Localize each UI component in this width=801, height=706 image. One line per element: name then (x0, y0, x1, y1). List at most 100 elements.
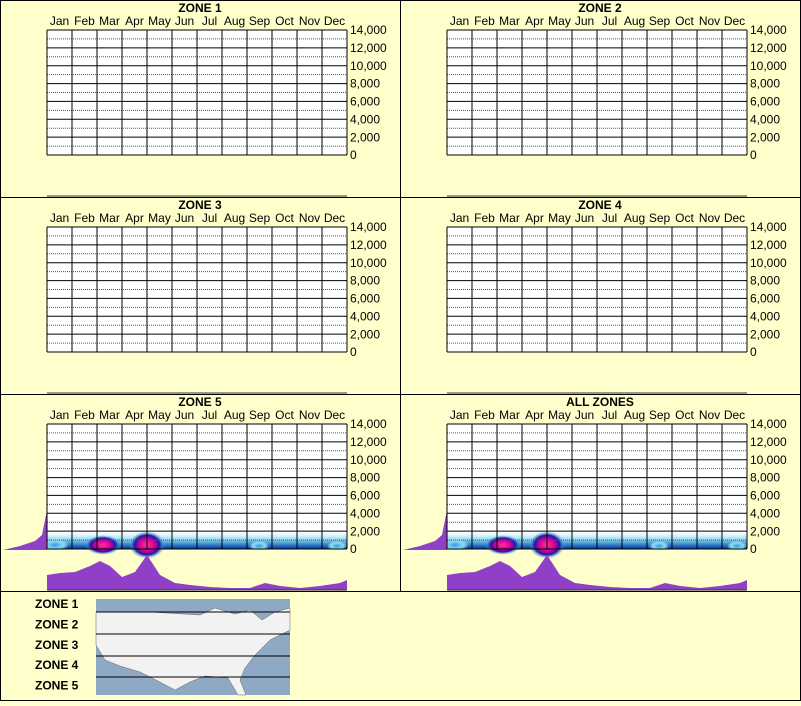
x-tick-label: Jan (50, 211, 69, 225)
x-tick-label: Jun (175, 211, 194, 225)
x-tick-label: Jun (175, 14, 194, 28)
y-tick-label: 14,000 (350, 23, 387, 37)
y-tick-label: 14,000 (750, 23, 787, 37)
x-tick-label: Jan (450, 211, 469, 225)
x-tick-label: Apr (125, 14, 144, 28)
y-tick-label: 8,000 (750, 77, 780, 91)
y-tick-label: 0 (350, 148, 357, 162)
x-tick-label: Jun (575, 211, 594, 225)
y-tick-label: 4,000 (350, 112, 380, 126)
y-tick-label: 6,000 (350, 95, 380, 109)
x-tick-label: Feb (474, 211, 495, 225)
density-spot (485, 535, 521, 555)
density-spot (441, 539, 469, 551)
x-tick-label: Jul (602, 14, 617, 28)
y-tick-label: 4,000 (350, 506, 380, 520)
chart-title: ZONE 3 (178, 198, 222, 212)
x-tick-label: Sep (649, 14, 671, 28)
y-tick-label: 14,000 (350, 417, 387, 431)
x-tick-label: Nov (299, 14, 320, 28)
y-tick-label: 10,000 (350, 453, 387, 467)
x-tick-label: Mar (99, 14, 120, 28)
y-tick-label: 10,000 (350, 256, 387, 270)
y-tick-label: 2,000 (350, 130, 380, 144)
y-tick-label: 2,000 (350, 524, 380, 538)
chart-title: ZONE 1 (178, 1, 222, 15)
x-tick-label: Jul (202, 14, 217, 28)
x-tick-label: Sep (249, 211, 271, 225)
x-tick-label: Feb (474, 408, 495, 422)
y-tick-label: 14,000 (750, 220, 787, 234)
x-tick-label: Dec (324, 408, 345, 422)
y-tick-label: 6,000 (350, 489, 380, 503)
density-spot (41, 539, 69, 551)
y-tick-label: 4,000 (750, 506, 780, 520)
y-tick-label: 12,000 (350, 41, 387, 55)
x-tick-label: May (548, 14, 571, 28)
chart-title: ZONE 5 (178, 395, 222, 409)
chart-title: ALL ZONES (566, 395, 634, 409)
x-tick-label: Nov (699, 408, 720, 422)
y-tick-label: 12,000 (750, 435, 787, 449)
x-tick-label: Aug (624, 211, 645, 225)
chart-title: ZONE 2 (578, 1, 622, 15)
y-tick-label: 10,000 (750, 256, 787, 270)
y-tick-label: 2,000 (750, 524, 780, 538)
y-tick-label: 0 (350, 542, 357, 556)
x-tick-label: Aug (624, 14, 645, 28)
x-tick-label: Oct (675, 211, 694, 225)
x-tick-label: Jun (575, 14, 594, 28)
bottom-distribution (47, 555, 347, 590)
x-tick-label: Sep (649, 211, 671, 225)
x-tick-label: Jan (50, 408, 69, 422)
x-tick-label: Dec (724, 408, 745, 422)
x-tick-label: May (148, 14, 171, 28)
legend-label: ZONE 4 (35, 658, 79, 672)
y-tick-label: 2,000 (750, 130, 780, 144)
x-tick-label: May (548, 211, 571, 225)
bottom-distribution (447, 555, 747, 590)
x-tick-label: Mar (499, 211, 520, 225)
x-tick-label: Apr (525, 408, 544, 422)
y-tick-label: 10,000 (750, 453, 787, 467)
map-land (95, 607, 291, 696)
x-tick-label: Sep (649, 408, 671, 422)
legend-label: ZONE 1 (35, 597, 79, 611)
x-tick-label: Feb (474, 14, 495, 28)
x-tick-label: Aug (224, 408, 245, 422)
y-tick-label: 6,000 (750, 489, 780, 503)
x-tick-label: Apr (125, 211, 144, 225)
left-distribution (3, 510, 47, 550)
x-tick-label: Mar (499, 14, 520, 28)
y-tick-label: 4,000 (750, 112, 780, 126)
y-tick-label: 14,000 (350, 220, 387, 234)
x-tick-label: Nov (299, 211, 320, 225)
y-tick-label: 8,000 (750, 274, 780, 288)
x-tick-label: Dec (324, 14, 345, 28)
x-tick-label: Apr (525, 211, 544, 225)
x-tick-label: Jun (575, 408, 594, 422)
x-tick-label: Jul (602, 408, 617, 422)
x-tick-label: Jan (450, 408, 469, 422)
x-tick-label: Oct (675, 14, 694, 28)
x-tick-label: Nov (699, 14, 720, 28)
y-tick-label: 12,000 (750, 41, 787, 55)
x-tick-label: Nov (699, 211, 720, 225)
x-tick-label: Oct (275, 408, 294, 422)
chart-title: ZONE 4 (578, 198, 622, 212)
y-tick-label: 4,000 (350, 309, 380, 323)
x-tick-label: Nov (299, 408, 320, 422)
x-tick-label: Mar (99, 408, 120, 422)
x-tick-label: Dec (724, 211, 745, 225)
y-tick-label: 12,000 (750, 238, 787, 252)
map (95, 599, 291, 696)
x-tick-label: Jul (202, 408, 217, 422)
x-tick-label: Jul (202, 211, 217, 225)
x-tick-label: Jun (175, 408, 194, 422)
y-tick-label: 0 (750, 345, 757, 359)
y-tick-label: 12,000 (350, 435, 387, 449)
y-tick-label: 12,000 (350, 238, 387, 252)
x-tick-label: Mar (499, 408, 520, 422)
x-tick-label: May (148, 211, 171, 225)
y-tick-label: 6,000 (750, 95, 780, 109)
